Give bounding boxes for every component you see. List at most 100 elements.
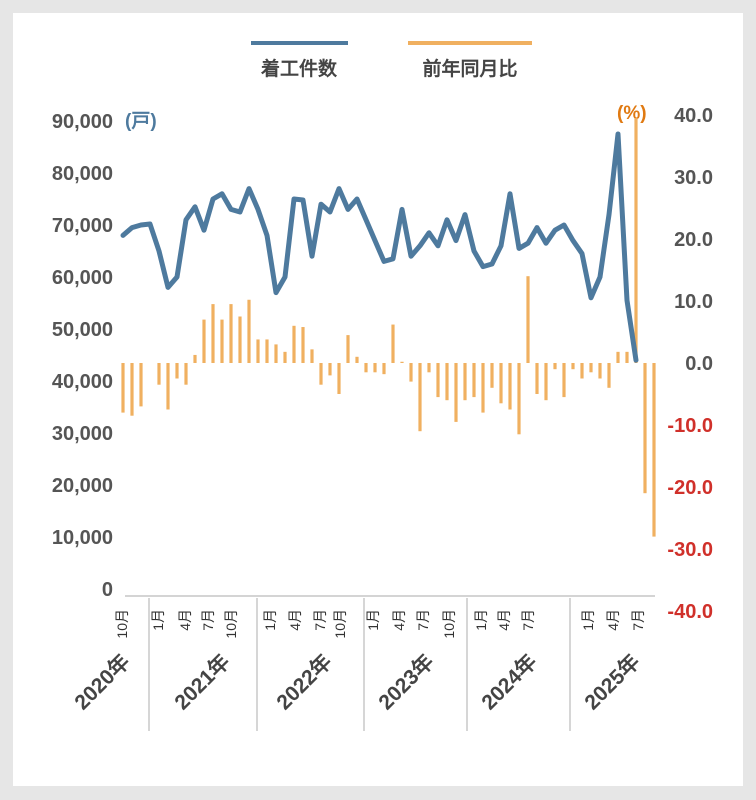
yoy-bar [175,363,179,379]
month-tick-label: 10月 [332,609,348,639]
left-tick-label: 20,000 [52,475,113,497]
yoy-bar [184,363,188,385]
month-tick-label: 7月 [630,609,646,631]
right-axis-ticks: 40.0 30.0 20.0 10.0 0.0 -10.0 -20.0 -30.0 -40.0 [667,105,713,623]
right-tick-label: -30.0 [667,539,713,561]
yoy-bar [211,304,215,363]
x-axis: 10月 1月 4月 7月 10月 1月 4月 7月 10月 1月 4月 7月 10月 1月 4月 7月 1月 4月… [70,595,655,731]
left-tick-label: 10,000 [52,527,113,549]
yoy-bar [292,325,296,363]
yoy-bar [247,299,251,363]
yoy-bar [319,363,323,385]
yoy-bar [265,339,269,363]
year-label: 2024年 [477,650,542,715]
left-tick-label: 70,000 [52,215,113,237]
month-tick-label: 1月 [150,609,166,631]
yoy-bar [130,363,134,416]
yoy-bar [589,363,593,373]
yoy-bar [364,363,368,373]
month-tick-label: 1月 [580,609,596,631]
yoy-bar [607,363,611,388]
yoy-bar [634,118,638,363]
month-tick-label: 10月 [441,609,457,639]
year-label: 2021年 [170,650,235,715]
yoy-bar [535,363,539,394]
right-tick-label: -10.0 [667,415,713,437]
month-tick-label: 4月 [287,609,303,631]
left-tick-label: 60,000 [52,267,113,289]
month-tick-label: 10月 [114,609,130,639]
yoy-bar [463,363,467,401]
right-tick-label: 20.0 [674,229,713,251]
yoy-bar [301,327,305,363]
yoy-bar [355,356,359,363]
month-tick-label: 4月 [177,609,193,631]
yoy-bar [157,363,161,385]
yoy-bar [445,363,449,401]
yoy-bar [391,324,395,363]
month-tick-label: 1月 [365,609,381,631]
yoy-bar [310,349,314,363]
yoy-bar [454,363,458,422]
right-tick-label: 30.0 [674,167,713,189]
month-tick-label: 1月 [262,609,278,631]
legend-label-yoy: 前年同月比 [422,57,517,80]
yoy-bar [652,363,656,537]
yoy-bar [202,319,206,363]
yoy-bar [544,363,548,401]
month-tick-label: 4月 [391,609,407,631]
yoy-bar [481,363,485,413]
yoy-bar [580,363,584,379]
left-tick-label: 90,000 [52,111,113,133]
month-tick-label: 7月 [312,609,328,631]
yoy-bar [382,363,386,375]
yoy-bar [337,363,341,394]
yoy-bar [256,339,260,363]
yoy-bar [166,363,170,410]
left-tick-label: 40,000 [52,371,113,393]
right-tick-label: 0.0 [685,353,713,375]
left-tick-label: 80,000 [52,163,113,185]
year-label: 2020年 [70,650,135,715]
left-axis-unit: (戸) [125,111,157,132]
yoy-bar [400,361,404,363]
yoy-bar [220,319,224,363]
yoy-bar [409,363,413,382]
year-label: 2023年 [374,650,439,715]
year-label: 2025年 [580,650,645,715]
yoy-bar [229,304,233,363]
yoy-bar [490,363,494,388]
right-tick-label: 40.0 [674,105,713,127]
yoy-bar [373,363,377,373]
yoy-bar [238,316,242,363]
left-tick-label: 50,000 [52,319,113,341]
month-tick-label: 4月 [605,609,621,631]
legend: 着工件数 前年同月比 [251,41,532,80]
yoy-bar [472,363,476,398]
yoy-bar [346,335,350,363]
left-tick-label: 30,000 [52,423,113,445]
month-tick-label: 4月 [496,609,512,631]
yoy-bar [283,351,287,363]
right-tick-label: -20.0 [667,477,713,499]
month-tick-label: 1月 [473,609,489,631]
right-axis-unit: (%) [617,103,647,124]
month-tick-label: 7月 [200,609,216,631]
yoy-bar [139,363,143,407]
yoy-bar [328,363,332,376]
yoy-bar [553,363,557,370]
yoy-bar [571,363,575,370]
yoy-bar [508,363,512,410]
yoy-bar [517,363,521,435]
yoy-bar [562,363,566,398]
yoy-bar [274,344,278,363]
yoy-bar [499,363,503,404]
left-tick-label: 0 [102,579,113,601]
yoy-bar [193,354,197,363]
yoy-bar [418,363,422,432]
yoy-bar [436,363,440,398]
chart-frame: 着工件数 前年同月比 (戸) (%) 0 10,000 20,000 30,000 40… [13,13,743,786]
left-axis-ticks: 0 10,000 20,000 30,000 40,000 50,000 60,000 70,… [52,111,113,601]
housing-starts-chart: 着工件数 前年同月比 (戸) (%) 0 10,000 20,000 30,000 40… [52,41,713,731]
yoy-bar [121,363,125,413]
